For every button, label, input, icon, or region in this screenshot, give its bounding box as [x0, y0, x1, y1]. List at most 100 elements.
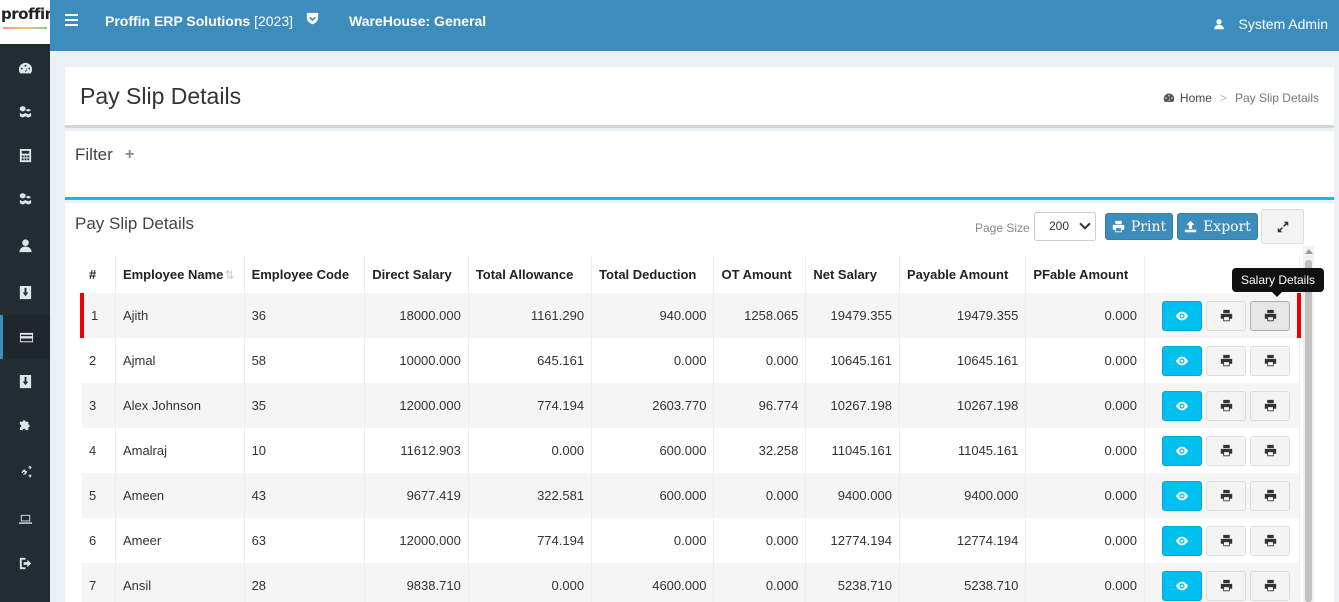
download-icon [19, 374, 31, 388]
cell-employee-code: 10 [244, 428, 366, 473]
cell-employee-code: 58 [244, 338, 366, 383]
print-payslip-button[interactable] [1206, 435, 1246, 466]
column-header-ot-amount[interactable]: OT Amount [713, 256, 807, 293]
fullscreen-button[interactable] [1261, 209, 1304, 244]
print-payslip-button[interactable] [1206, 480, 1246, 511]
print-salary-details-button[interactable] [1250, 390, 1290, 421]
table-body: 1 Ajith 36 18000.000 1161.290 940.000 1258.065… [80, 293, 1301, 602]
sort-icon[interactable]: ⇅ [224, 268, 235, 282]
cell-employee-name: Ansil [115, 563, 245, 602]
puzzle-icon [19, 419, 30, 430]
table-row[interactable]: 7 Ansil 28 9838.710 0.000 4600.000 0.000 5238.7… [82, 563, 1300, 602]
print-icon [1264, 579, 1277, 592]
page-size-select[interactable]: 200 [1034, 212, 1096, 241]
cubes-icon [19, 192, 31, 205]
column-header-index[interactable]: # [82, 256, 116, 293]
scroll-up-icon[interactable] [1305, 249, 1313, 254]
cell-ot-amount: 96.774 [713, 383, 807, 428]
sidebar-item-users[interactable] [0, 223, 50, 267]
print-salary-details-button[interactable] [1250, 300, 1290, 331]
view-button[interactable] [1162, 570, 1202, 601]
column-header-total-deduction[interactable]: Total Deduction [591, 256, 715, 293]
company-name[interactable]: Proffin ERP Solutions [2023] [105, 13, 294, 29]
sidebar-item-import[interactable] [0, 359, 50, 403]
column-header-net-salary[interactable]: Net Salary [805, 256, 900, 293]
cell-ot-amount: 0.000 [713, 473, 807, 518]
logo[interactable]: proffin [0, 0, 50, 44]
print-salary-details-button[interactable] [1250, 435, 1290, 466]
table-row[interactable]: 3 Alex Johnson 35 12000.000 774.194 2603.770 9… [82, 383, 1300, 428]
print-salary-details-button[interactable] [1250, 525, 1290, 556]
row-actions [1152, 525, 1292, 556]
filter-title[interactable]: Filter [75, 145, 113, 164]
view-button[interactable] [1162, 525, 1202, 556]
cell-ot-amount: 0.000 [713, 518, 807, 563]
breadcrumb-home-link[interactable]: Home [1179, 91, 1212, 105]
print-icon [1220, 579, 1233, 592]
print-payslip-button[interactable] [1206, 300, 1246, 331]
cell-direct-salary: 10000.000 [364, 338, 469, 383]
cell-payable-amount: 12774.194 [899, 518, 1027, 563]
print-payslip-button[interactable] [1206, 390, 1246, 421]
cell-pfable-amount: 0.000 [1025, 473, 1145, 518]
print-salary-details-button[interactable] [1250, 480, 1290, 511]
filter-expand-icon[interactable]: + [125, 146, 135, 163]
view-button[interactable] [1162, 480, 1202, 511]
print-button[interactable]: Print [1105, 213, 1173, 240]
scrollbar-thumb[interactable] [1305, 260, 1312, 602]
column-header-direct-salary[interactable]: Direct Salary [364, 256, 469, 293]
sidebar-item-settings[interactable] [0, 450, 50, 494]
table-row[interactable]: 4 Amalraj 10 11612.903 0.000 600.000 32.258 110… [82, 428, 1300, 473]
cell-row-index: 6 [82, 518, 116, 563]
cell-net-salary: 12774.194 [805, 518, 900, 563]
user-menu[interactable]: System Admin [1213, 16, 1328, 32]
view-button[interactable] [1162, 435, 1202, 466]
column-header-employee-code[interactable]: Employee Code [244, 256, 366, 293]
panel-title: Pay Slip Details [75, 214, 195, 233]
row-actions [1152, 300, 1290, 331]
sidebar-item-products[interactable] [0, 177, 50, 221]
breadcrumb-current: Pay Slip Details [1234, 91, 1319, 105]
view-button[interactable] [1162, 390, 1202, 421]
menu-toggle-icon[interactable] [65, 14, 78, 26]
cell-net-salary: 10267.198 [805, 383, 900, 428]
cell-actions [1144, 293, 1301, 338]
cell-payable-amount: 5238.710 [899, 563, 1027, 602]
print-payslip-button[interactable] [1206, 525, 1246, 556]
cell-total-allowance: 1161.290 [468, 293, 593, 338]
vertical-scrollbar[interactable] [1303, 246, 1314, 602]
cell-employee-name: Ajith [115, 293, 245, 338]
sidebar-item-system[interactable] [0, 497, 50, 541]
cell-employee-name: Alex Johnson [115, 383, 245, 428]
column-header-total-allowance[interactable]: Total Allowance [468, 256, 593, 293]
warehouse-selector[interactable]: WareHouse: General [349, 13, 487, 29]
print-payslip-button[interactable] [1206, 570, 1246, 601]
export-button[interactable]: Export [1177, 213, 1258, 240]
table-row[interactable]: 2 Ajmal 58 10000.000 645.161 0.000 0.000 10645.… [82, 338, 1300, 383]
column-header-pfable-amount[interactable]: PFable Amount [1025, 256, 1145, 293]
sidebar-item-plugins[interactable] [0, 402, 50, 446]
shield-icon[interactable] [306, 12, 319, 25]
print-salary-details-button[interactable] [1250, 345, 1290, 376]
view-button[interactable] [1162, 345, 1202, 376]
sidebar-item-inventory[interactable] [0, 90, 50, 134]
view-button[interactable] [1162, 300, 1202, 331]
print-salary-details-button[interactable] [1250, 570, 1290, 601]
credit-card-icon [19, 332, 34, 342]
row-actions [1152, 480, 1292, 511]
column-header-payable-amount[interactable]: Payable Amount [899, 256, 1027, 293]
table-row[interactable]: 1 Ajith 36 18000.000 1161.290 940.000 1258.065… [80, 293, 1301, 338]
sidebar-item-dashboard[interactable] [0, 46, 50, 90]
print-payslip-button[interactable] [1206, 345, 1246, 376]
table-row[interactable]: 6 Ameer 63 12000.000 774.194 0.000 0.000 12774.… [82, 518, 1300, 563]
cell-net-salary: 11045.161 [805, 428, 900, 473]
logo-underline [3, 27, 47, 29]
sidebar-item-download[interactable] [0, 270, 50, 314]
sidebar-item-logout[interactable] [0, 541, 50, 585]
table-row[interactable]: 5 Ameen 43 9677.419 322.581 600.000 0.000 9400.… [82, 473, 1300, 518]
cell-pfable-amount: 0.000 [1025, 563, 1145, 602]
cell-total-deduction: 2603.770 [591, 383, 715, 428]
sidebar-item-accounts[interactable] [0, 133, 50, 177]
sidebar-item-payroll[interactable] [0, 315, 50, 359]
column-header-employee-name[interactable]: Employee Name⇅ [115, 256, 245, 293]
